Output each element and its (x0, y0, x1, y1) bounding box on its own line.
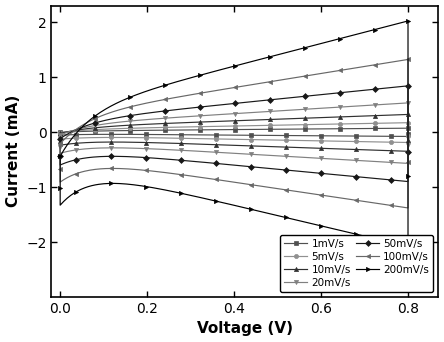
10mV/s (58, 131, 63, 135)
100mV/s (405, 206, 411, 210)
1mV/s (155, 132, 161, 136)
100mV/s (58, 142, 63, 146)
200mV/s (73, 132, 79, 136)
200mV/s (405, 245, 411, 249)
5mV/s (405, 141, 411, 145)
5mV/s (58, 131, 63, 135)
100mV/s (126, 167, 131, 171)
1mV/s (126, 132, 131, 136)
20mV/s (58, 133, 63, 137)
1mV/s (135, 132, 140, 136)
Line: 1mV/s: 1mV/s (58, 126, 410, 139)
20mV/s (58, 133, 63, 137)
5mV/s (372, 140, 377, 144)
50mV/s (405, 180, 411, 184)
100mV/s (58, 142, 63, 146)
Line: 200mV/s: 200mV/s (58, 19, 410, 249)
1mV/s (73, 130, 79, 134)
Line: 100mV/s: 100mV/s (58, 57, 410, 210)
200mV/s (58, 154, 63, 158)
10mV/s (58, 131, 63, 135)
10mV/s (405, 113, 411, 117)
200mV/s (325, 40, 330, 44)
10mV/s (372, 148, 377, 152)
50mV/s (405, 84, 411, 88)
50mV/s (372, 176, 377, 181)
5mV/s (325, 122, 330, 126)
200mV/s (372, 237, 377, 241)
200mV/s (155, 187, 161, 191)
50mV/s (135, 155, 140, 159)
50mV/s (58, 136, 63, 141)
20mV/s (155, 147, 161, 151)
50mV/s (126, 155, 131, 159)
200mV/s (126, 182, 131, 186)
100mV/s (73, 128, 79, 132)
100mV/s (155, 170, 161, 174)
5mV/s (405, 121, 411, 125)
100mV/s (405, 57, 411, 62)
50mV/s (155, 156, 161, 160)
10mV/s (73, 128, 79, 132)
20mV/s (372, 159, 377, 163)
20mV/s (135, 146, 140, 150)
1mV/s (405, 126, 411, 130)
20mV/s (73, 128, 79, 132)
Legend: 1mV/s, 5mV/s, 10mV/s, 20mV/s, 50mV/s, 100mV/s, 200mV/s: 1mV/s, 5mV/s, 10mV/s, 20mV/s, 50mV/s, 10… (280, 235, 433, 292)
100mV/s (135, 168, 140, 172)
5mV/s (58, 131, 63, 135)
10mV/s (126, 140, 131, 144)
5mV/s (73, 129, 79, 133)
20mV/s (405, 161, 411, 166)
20mV/s (126, 146, 131, 150)
50mV/s (325, 92, 330, 96)
50mV/s (73, 128, 79, 132)
Y-axis label: Current (mA): Current (mA) (6, 95, 20, 207)
1mV/s (58, 130, 63, 134)
10mV/s (325, 115, 330, 119)
20mV/s (325, 106, 330, 110)
Line: 20mV/s: 20mV/s (58, 101, 410, 166)
10mV/s (405, 149, 411, 153)
X-axis label: Voltage (V): Voltage (V) (197, 321, 293, 337)
1mV/s (325, 127, 330, 131)
Line: 5mV/s: 5mV/s (58, 121, 410, 145)
1mV/s (372, 134, 377, 138)
10mV/s (135, 140, 140, 144)
Line: 50mV/s: 50mV/s (58, 84, 410, 184)
100mV/s (325, 70, 330, 75)
5mV/s (155, 136, 161, 140)
200mV/s (58, 154, 63, 158)
1mV/s (58, 130, 63, 134)
10mV/s (155, 141, 161, 145)
100mV/s (372, 201, 377, 205)
5mV/s (126, 135, 131, 140)
5mV/s (135, 135, 140, 140)
200mV/s (405, 19, 411, 23)
Line: 10mV/s: 10mV/s (58, 113, 410, 153)
20mV/s (405, 101, 411, 105)
50mV/s (58, 136, 63, 141)
200mV/s (135, 183, 140, 187)
1mV/s (405, 134, 411, 139)
